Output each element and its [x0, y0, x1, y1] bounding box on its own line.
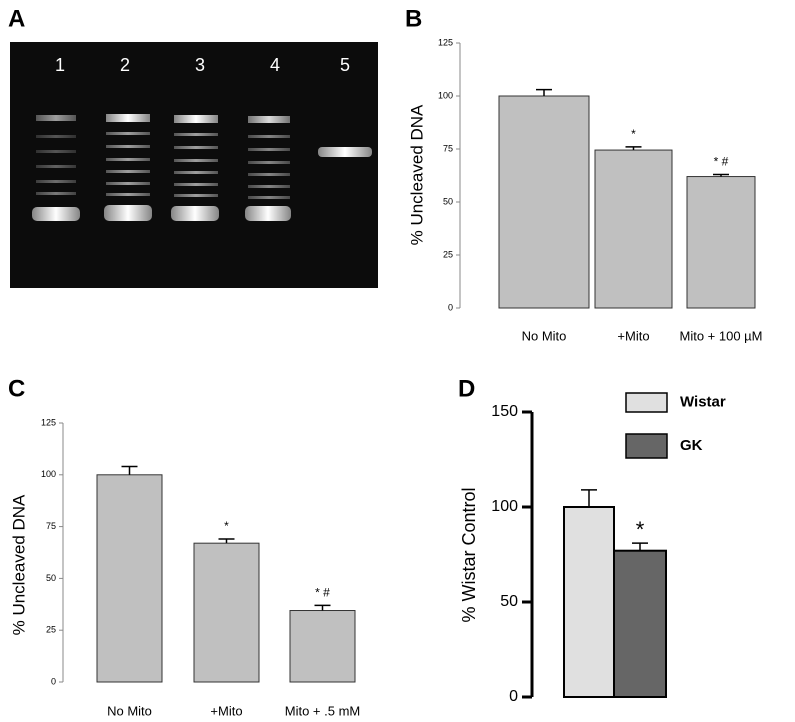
- x-tick-label: No Mito: [522, 328, 567, 343]
- ladder-lane: [171, 115, 219, 221]
- bar: [686, 176, 756, 309]
- panel-label: B: [405, 5, 422, 32]
- y-axis-label: % Uncleaved DNA: [407, 104, 426, 245]
- ladder-lane: [32, 115, 80, 221]
- legend-swatch: [625, 392, 668, 413]
- error-bar: [632, 542, 648, 551]
- lane-label: 5: [340, 55, 350, 75]
- y-axis-label: % Uncleaved DNA: [9, 494, 28, 635]
- y-tick-label: 0: [51, 676, 56, 686]
- y-tick-label: 100: [438, 90, 453, 100]
- y-tick-label: 50: [443, 196, 453, 206]
- x-tick-label: Mito + 100 µM: [680, 328, 763, 343]
- error-bar: [713, 173, 729, 177]
- x-tick-label: Mito + .5 mM: [285, 703, 361, 718]
- error-bar: [581, 489, 597, 507]
- x-tick-label: No Mito: [107, 703, 152, 718]
- gel-band: [318, 147, 372, 157]
- bar: [613, 549, 667, 699]
- y-tick-label: 125: [438, 37, 453, 47]
- legend-label: Wistar: [680, 393, 726, 410]
- lane-label: 1: [55, 55, 65, 75]
- annotation: * #: [315, 586, 330, 600]
- bar: [289, 610, 356, 683]
- y-tick-label: 75: [443, 143, 453, 153]
- lane-label: 2: [120, 55, 130, 75]
- panel-label: D: [458, 375, 475, 402]
- legend-label: GK: [680, 437, 703, 454]
- ladder-lane: [104, 114, 152, 221]
- bar: [594, 149, 673, 309]
- bar: [96, 474, 163, 683]
- y-tick-label: 25: [443, 249, 453, 259]
- y-tick-label: 50: [500, 593, 518, 610]
- y-tick-label: 75: [46, 521, 56, 531]
- gel-panel: [10, 42, 378, 288]
- y-tick-label: 50: [46, 573, 56, 583]
- y-tick-label: 100: [41, 469, 56, 479]
- y-tick-label: 100: [491, 498, 518, 515]
- error-bar: [625, 146, 642, 151]
- bar: [193, 542, 260, 683]
- annotation: *: [636, 517, 645, 542]
- y-tick-label: 125: [41, 417, 56, 427]
- y-tick-label: 0: [448, 302, 453, 312]
- y-axis-label: % Wistar Control: [459, 487, 479, 622]
- bar: [498, 95, 590, 309]
- x-tick-label: +Mito: [210, 703, 242, 718]
- panel-label: A: [8, 5, 25, 32]
- annotation: *: [224, 519, 229, 533]
- error-bar: [536, 88, 552, 96]
- legend-swatch: [625, 433, 668, 459]
- lane-label: 4: [270, 55, 280, 75]
- y-tick-label: 25: [46, 625, 56, 635]
- bar: [563, 506, 615, 698]
- error-bar: [314, 604, 331, 611]
- error-bar: [121, 465, 138, 475]
- y-tick-label: 150: [491, 403, 518, 420]
- x-tick-label: +Mito: [617, 328, 649, 343]
- ladder-lane: [245, 116, 291, 221]
- lane-label: 3: [195, 55, 205, 75]
- error-bar: [218, 538, 235, 544]
- y-tick-label: 0: [509, 688, 518, 705]
- annotation: *: [631, 127, 636, 141]
- panel-label: C: [8, 375, 25, 402]
- annotation: * #: [714, 155, 729, 169]
